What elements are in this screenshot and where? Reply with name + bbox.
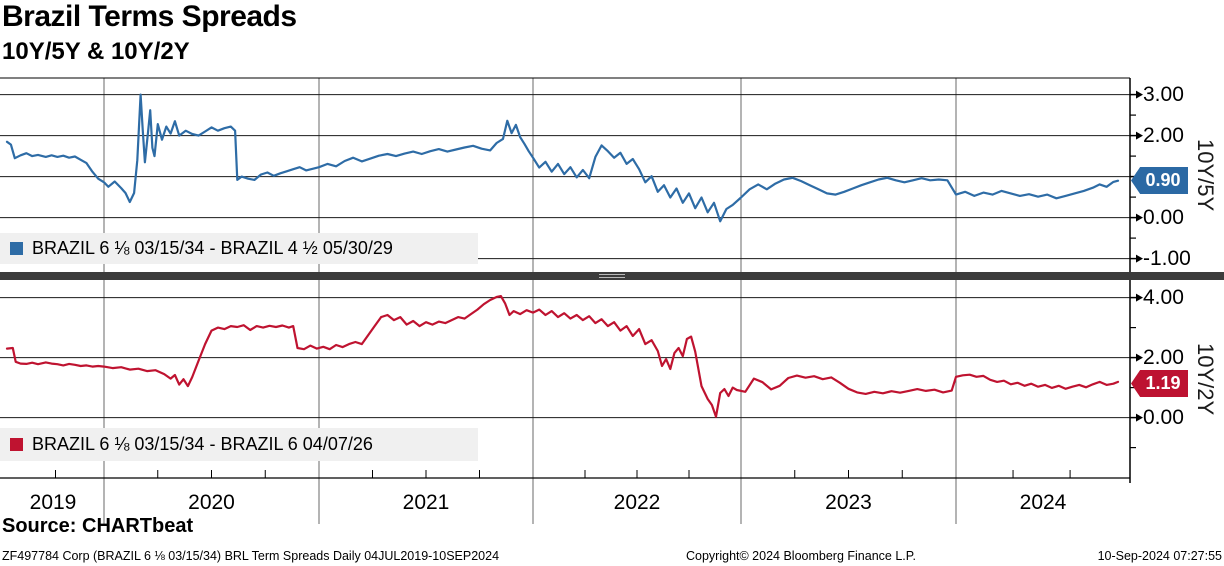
panel-divider — [0, 272, 1224, 280]
footer-security-info: ZF497784 Corp (BRAZIL 6 ⅛ 03/15/34) BRL … — [2, 549, 500, 563]
y-axis-label-10y5y: 10Y/5Y — [1193, 138, 1218, 212]
y-tick-label: 0.00 — [1143, 206, 1184, 229]
y-tick-arrow-icon — [1136, 90, 1143, 99]
y-tick-arrow-icon — [1136, 353, 1143, 362]
last-value-badge-10y2y: 1.19 — [1131, 370, 1188, 397]
legend-swatch-blue — [10, 242, 23, 255]
last-value-badge-10y5y: 0.90 — [1131, 167, 1188, 194]
legend-label-10y2y: BRAZIL 6 ⅛ 03/15/34 - BRAZIL 6 04/07/26 — [32, 434, 373, 454]
y-tick-arrow-icon — [1136, 131, 1143, 140]
legend-swatch-red — [10, 438, 23, 451]
y-tick-label: -1.00 — [1143, 247, 1191, 270]
series-line-10y2y — [5, 295, 1120, 418]
series-line-10y5y — [5, 93, 1120, 223]
x-axis-year-label: 2020 — [188, 491, 235, 514]
y-tick-label: 0.00 — [1143, 406, 1184, 429]
x-axis-year-label: 2021 — [403, 491, 450, 514]
source-line: Source: CHARTbeat — [2, 515, 194, 537]
page-title: Brazil Terms Spreads — [2, 0, 297, 33]
legend-10y2y[interactable]: BRAZIL 6 ⅛ 03/15/34 - BRAZIL 6 04/07/26 — [0, 428, 478, 461]
page-subtitle: 10Y/5Y & 10Y/2Y — [2, 38, 190, 65]
footer-timestamp: 10-Sep-2024 07:27:55 — [1097, 549, 1222, 563]
y-tick-arrow-icon — [1136, 254, 1143, 263]
y-tick-label: 2.00 — [1143, 124, 1184, 147]
y-tick-label: 4.00 — [1143, 286, 1184, 309]
y-tick-arrow-icon — [1136, 213, 1143, 222]
y-axis-label-10y2y: 10Y/2Y — [1193, 342, 1218, 416]
y-tick-label: 3.00 — [1143, 83, 1184, 106]
y-tick-label: 2.00 — [1143, 346, 1184, 369]
y-tick-arrow-icon — [1136, 413, 1143, 422]
legend-label-10y5y: BRAZIL 6 ⅛ 03/15/34 - BRAZIL 4 ½ 05/30/2… — [32, 238, 393, 258]
x-axis-year-label: 2019 — [30, 491, 77, 514]
x-axis-year-label: 2024 — [1020, 491, 1067, 514]
divider-drag-handle-icon[interactable] — [599, 274, 625, 278]
x-axis-year-label: 2022 — [614, 491, 661, 514]
x-axis-year-label: 2023 — [825, 491, 872, 514]
y-tick-arrow-icon — [1136, 293, 1143, 302]
legend-10y5y[interactable]: BRAZIL 6 ⅛ 03/15/34 - BRAZIL 4 ½ 05/30/2… — [0, 233, 478, 264]
footer-copyright: Copyright© 2024 Bloomberg Finance L.P. — [686, 549, 916, 563]
